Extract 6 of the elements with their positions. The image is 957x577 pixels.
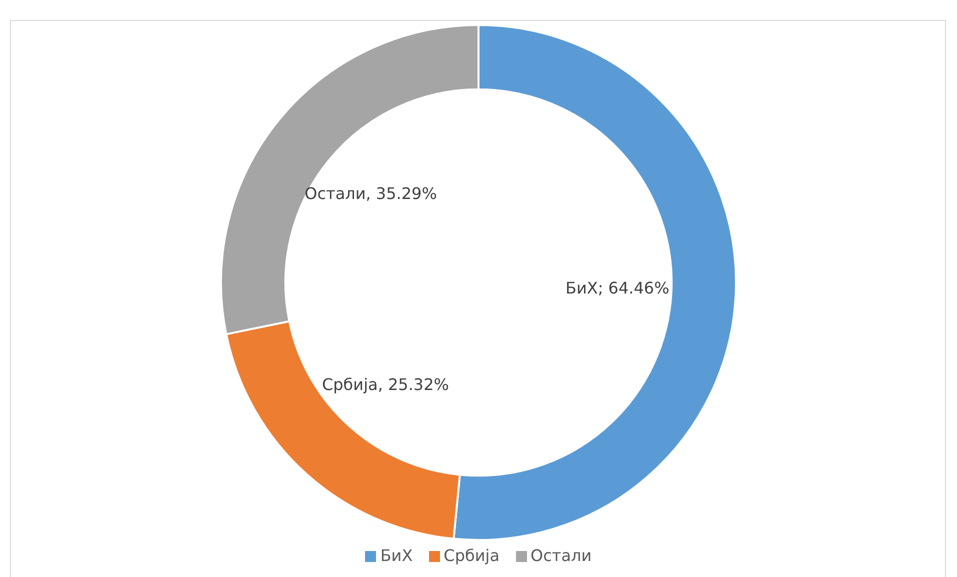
legend-label: БиХ [379, 546, 413, 565]
data-label: БиХ; 64.46% [565, 278, 670, 298]
legend-label: Србија [442, 546, 500, 565]
data-label: Остали, 35.29% [304, 184, 437, 203]
data-label: Србија, 25.32% [322, 375, 450, 394]
legend-label: Остали [530, 546, 592, 565]
